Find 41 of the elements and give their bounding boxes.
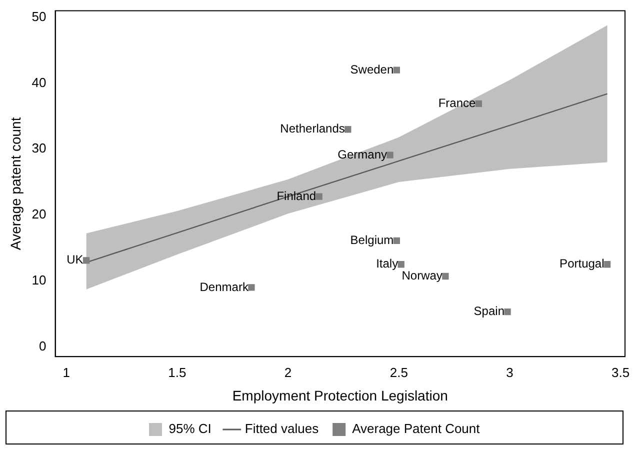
annotation: Italy [376, 256, 398, 271]
point [386, 152, 394, 158]
x-tick-label: 2.5 [390, 364, 408, 380]
annotation: Belgium [350, 232, 394, 247]
annotation: Norway [402, 268, 442, 283]
y-axis-title: Average patent count [7, 117, 24, 250]
point [82, 257, 90, 264]
x-tick-label: 3 [506, 364, 514, 380]
point [442, 272, 449, 280]
x-tick-label: 3.5 [612, 364, 630, 380]
point [248, 284, 255, 291]
x-tick-label: 2 [284, 364, 292, 380]
annotation: Portugal [560, 256, 604, 271]
x-tick-label: 1.5 [168, 364, 186, 380]
annotation: Spain [474, 304, 505, 318]
point [316, 193, 322, 200]
point [604, 261, 611, 268]
x-tick-label: 1 [62, 364, 70, 380]
point [504, 308, 511, 316]
annotation: UK [66, 252, 84, 267]
y-tick-label: 0 [39, 338, 46, 354]
annotation: France [438, 96, 476, 110]
point [393, 237, 400, 244]
y-tick-label: 40 [32, 74, 46, 90]
annotation: Netherlands [280, 122, 345, 136]
annotation: Germany [338, 147, 388, 162]
y-tick-label: 30 [32, 140, 46, 156]
y-tick-label: 20 [32, 206, 46, 222]
legend-label: Average Patent Count [352, 421, 480, 436]
point [475, 100, 482, 107]
text: 95% CI [168, 421, 212, 436]
y-tick-label: 10 [32, 272, 46, 288]
legend-label: Fitted values [244, 421, 320, 436]
point [393, 66, 400, 74]
annotation: Finland [276, 188, 316, 203]
annotation: Sweden [350, 62, 394, 76]
annotation: Denmark [200, 280, 250, 294]
y-tick-label: 50 [32, 8, 46, 24]
point [344, 126, 352, 133]
x-axis-title: Employment Protection Legislation [232, 387, 448, 404]
point [398, 261, 404, 268]
